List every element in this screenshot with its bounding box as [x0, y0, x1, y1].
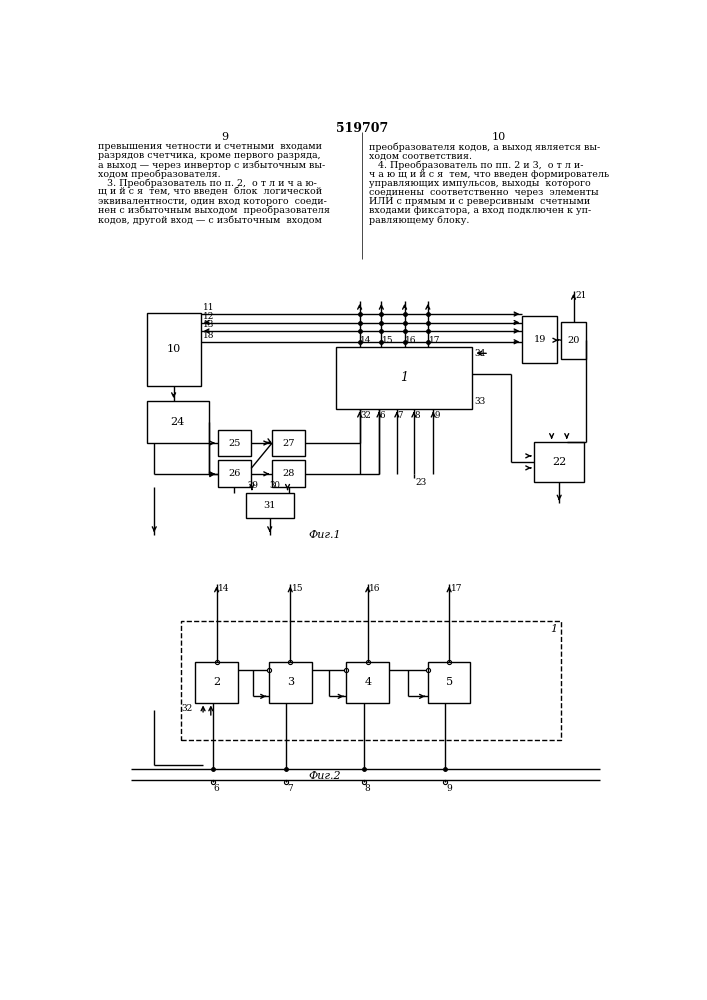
Text: 19: 19	[534, 335, 546, 344]
Bar	[561, 322, 586, 359]
Text: 1: 1	[400, 371, 408, 384]
Text: 25: 25	[228, 439, 240, 448]
Text: 6: 6	[214, 784, 219, 793]
Text: 24: 24	[170, 417, 185, 427]
Text: соединены  соответственно  через  элементы: соединены соответственно через элементы	[369, 188, 599, 197]
Text: 18: 18	[203, 331, 215, 340]
Text: 27: 27	[283, 439, 295, 448]
Bar	[337, 347, 472, 409]
Text: 1: 1	[550, 624, 557, 634]
Text: 9: 9	[221, 132, 228, 142]
Text: ходом соответствия.: ходом соответствия.	[369, 151, 472, 160]
Text: 6: 6	[380, 411, 385, 420]
Text: 7: 7	[287, 784, 293, 793]
Text: 13: 13	[203, 320, 214, 329]
Text: 9: 9	[434, 411, 440, 420]
Bar	[346, 662, 389, 703]
Text: 23: 23	[416, 478, 427, 487]
Text: 5: 5	[445, 677, 452, 687]
Text: эквивалентности, один вход которого  соеди-: эквивалентности, один вход которого соед…	[98, 197, 327, 206]
Text: 2: 2	[213, 677, 220, 687]
Text: Фиг.2: Фиг.2	[308, 771, 341, 781]
Text: 26: 26	[228, 469, 240, 478]
Text: 17: 17	[428, 336, 440, 345]
Text: 16: 16	[369, 584, 381, 593]
Text: 15: 15	[292, 584, 303, 593]
Bar	[218, 460, 251, 487]
Text: а выход — через инвертор с избыточным вы-: а выход — через инвертор с избыточным вы…	[98, 161, 325, 170]
Text: 22: 22	[552, 457, 566, 467]
Text: превышения четности и счетными  входами: превышения четности и счетными входами	[98, 142, 322, 151]
Bar	[195, 662, 238, 703]
Bar	[146, 312, 201, 386]
Text: 32: 32	[361, 411, 371, 420]
Text: 4. Преобразователь по пп. 2 и 3,  о т л и-: 4. Преобразователь по пп. 2 и 3, о т л и…	[369, 161, 583, 170]
Text: 14: 14	[361, 336, 372, 345]
Text: 10: 10	[167, 344, 181, 354]
Text: 21: 21	[575, 291, 586, 300]
Text: 10: 10	[492, 132, 506, 142]
Text: равляющему блоку.: равляющему блоку.	[369, 215, 469, 225]
Text: 8: 8	[365, 784, 370, 793]
Bar	[182, 620, 561, 740]
Text: щ и й с я  тем, что введен  блок  логической: щ и й с я тем, что введен блок логическо…	[98, 188, 322, 197]
Bar	[146, 401, 209, 443]
Text: 28: 28	[283, 469, 295, 478]
Bar	[246, 493, 293, 518]
Text: 3. Преобразователь по п. 2,  о т л и ч а ю-: 3. Преобразователь по п. 2, о т л и ч а …	[98, 179, 317, 188]
Text: 7: 7	[397, 411, 403, 420]
Text: кодов, другой вход — с избыточным  входом: кодов, другой вход — с избыточным входом	[98, 215, 322, 225]
Text: 14: 14	[218, 584, 230, 593]
Bar	[269, 662, 312, 703]
Text: ИЛИ с прямым и с реверсивным  счетными: ИЛИ с прямым и с реверсивным счетными	[369, 197, 590, 206]
Bar	[522, 316, 557, 363]
Text: разрядов счетчика, кроме первого разряда,: разрядов счетчика, кроме первого разряда…	[98, 151, 320, 160]
Text: 16: 16	[405, 336, 417, 345]
Text: ч а ю щ и й с я  тем, что введен формирователь: ч а ю щ и й с я тем, что введен формиров…	[369, 170, 609, 179]
Text: 29: 29	[247, 481, 258, 490]
Text: 11: 11	[203, 304, 215, 312]
Text: 30: 30	[270, 481, 281, 490]
Text: 519707: 519707	[336, 122, 388, 135]
Text: 34: 34	[474, 349, 486, 358]
Text: ходом преобразователя.: ходом преобразователя.	[98, 170, 221, 179]
Text: 33: 33	[474, 397, 486, 406]
Text: 3: 3	[287, 677, 294, 687]
Text: входами фиксатора, а вход подключен к уп-: входами фиксатора, а вход подключен к уп…	[369, 206, 591, 215]
Text: 32: 32	[182, 704, 193, 713]
Text: 4: 4	[364, 677, 371, 687]
Text: 17: 17	[450, 584, 462, 593]
Bar	[272, 430, 305, 456]
Bar	[218, 430, 251, 456]
Text: 31: 31	[264, 501, 276, 510]
Text: 8: 8	[414, 411, 420, 420]
Bar	[272, 460, 305, 487]
Text: 9: 9	[446, 784, 452, 793]
Text: преобразователя кодов, а выход является вы-: преобразователя кодов, а выход является …	[369, 142, 600, 152]
Bar	[428, 662, 470, 703]
Bar	[534, 442, 585, 482]
Text: 20: 20	[567, 336, 580, 345]
Text: Фиг.1: Фиг.1	[308, 530, 341, 540]
Text: 12: 12	[203, 312, 214, 321]
Text: управляющих импульсов, выходы  которого: управляющих импульсов, выходы которого	[369, 179, 590, 188]
Text: 15: 15	[382, 336, 394, 345]
Text: нен с избыточным выходом  преобразователя: нен с избыточным выходом преобразователя	[98, 206, 329, 215]
